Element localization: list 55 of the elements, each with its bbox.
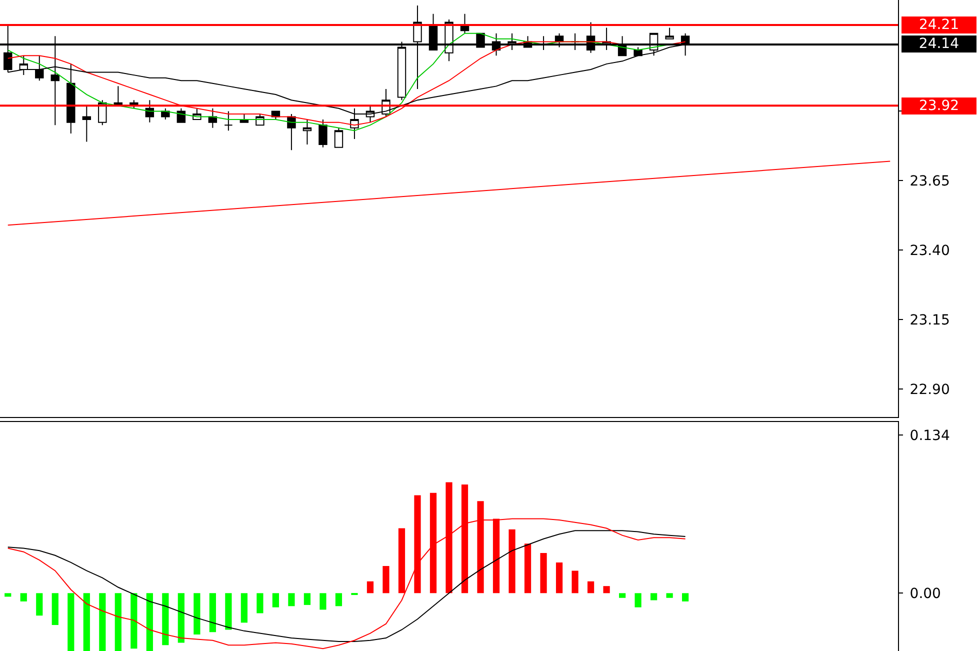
- bar: [146, 593, 153, 651]
- bar: [20, 593, 27, 602]
- bar: [304, 593, 311, 605]
- bar: [618, 593, 626, 598]
- bar: [650, 593, 658, 600]
- bar: [225, 593, 232, 630]
- candlestick: [302, 119, 312, 146]
- bar: [178, 593, 184, 643]
- candlestick: [82, 105, 92, 142]
- candlestick: [224, 110, 233, 132]
- candlestick: [145, 100, 154, 123]
- bar: [130, 593, 138, 649]
- bar: [272, 593, 280, 608]
- bar: [320, 593, 326, 610]
- bar: [194, 593, 200, 634]
- bar: [587, 581, 594, 594]
- y-tick-label: 22.90: [910, 382, 950, 398]
- bar: [4, 593, 12, 597]
- bar: [52, 593, 58, 626]
- bar: [256, 593, 264, 614]
- candlestick: [35, 55, 44, 82]
- bar: [398, 528, 406, 594]
- y-tick-label: 23.40: [910, 243, 950, 260]
- bar: [288, 593, 295, 606]
- candlestick: [176, 108, 186, 123]
- bar: [524, 544, 532, 594]
- bar: [83, 593, 90, 651]
- ref-line-label: 24.14: [918, 36, 960, 52]
- candlestick: [334, 127, 344, 148]
- bar: [114, 593, 122, 651]
- bar: [36, 593, 43, 616]
- bar: [68, 593, 74, 651]
- bar: [366, 581, 374, 594]
- bar: [335, 593, 342, 606]
- bar: [556, 562, 563, 594]
- candlestick: [665, 27, 674, 40]
- bar: [209, 593, 216, 632]
- y-tick-label: 0.00: [910, 586, 941, 602]
- bar: [162, 593, 169, 646]
- y-tick-label: 23.65: [910, 174, 950, 190]
- bar: [666, 593, 673, 598]
- bar: [99, 593, 106, 651]
- bar: [240, 593, 248, 623]
- bar: [682, 593, 689, 602]
- ref-line-label: 24.21: [918, 17, 960, 33]
- ref-line-label: 23.92: [918, 98, 960, 114]
- y-tick-label: 23.15: [910, 312, 950, 329]
- bar: [540, 553, 547, 594]
- bar: [634, 593, 642, 608]
- bar: [382, 566, 390, 594]
- candlestick: [318, 119, 328, 148]
- bar: [603, 586, 610, 594]
- y-tick-label: 0.134: [910, 428, 950, 444]
- bar: [508, 529, 516, 594]
- bar: [572, 570, 578, 594]
